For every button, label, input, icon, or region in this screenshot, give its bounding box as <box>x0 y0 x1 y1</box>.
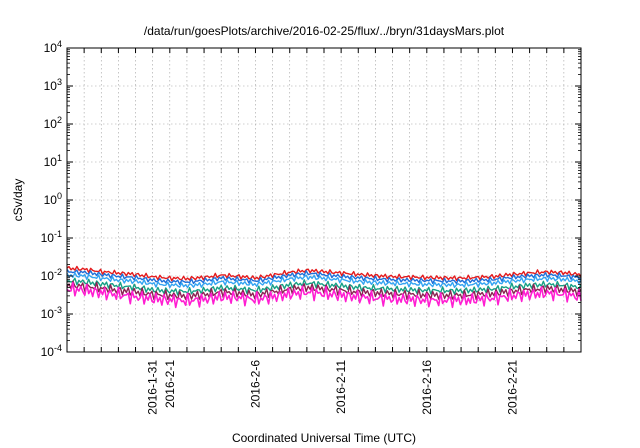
y-tick-base: 10 <box>41 231 55 245</box>
y-tick-base: 10 <box>41 307 55 321</box>
y-tick-label: 103 <box>44 77 62 93</box>
y-tick-base: 10 <box>44 117 58 131</box>
x-tick-label: 2016-2-6 <box>248 360 262 408</box>
y-tick-exponent: 4 <box>57 39 62 49</box>
y-tick-exponent: -3 <box>54 305 62 315</box>
y-tick-label: 10-4 <box>41 343 62 359</box>
series-line-2 <box>66 268 582 285</box>
y-tick-label: 102 <box>44 115 62 131</box>
series-layer <box>66 265 582 309</box>
y-tick-exponent: 1 <box>57 153 62 163</box>
x-tick-label: 2016-1-31 <box>146 360 160 415</box>
y-tick-label: 101 <box>44 153 62 169</box>
y-tick-base: 10 <box>44 41 58 55</box>
y-tick-base: 10 <box>41 345 55 359</box>
y-tick-label: 10-3 <box>41 305 62 321</box>
tick-layer: 10-410-310-210-11001011021031042016-1-31… <box>41 39 581 415</box>
x-tick-label: 2016-2-1 <box>163 360 177 408</box>
y-tick-label: 104 <box>44 39 62 55</box>
y-tick-exponent: 3 <box>57 77 62 87</box>
x-tick-label: 2016-2-11 <box>334 360 348 414</box>
y-tick-base: 10 <box>41 269 55 283</box>
grid-layer <box>67 48 581 352</box>
y-tick-label: 100 <box>44 191 62 207</box>
y-tick-base: 10 <box>44 79 58 93</box>
series-line-4 <box>67 277 582 296</box>
y-tick-base: 10 <box>44 155 58 169</box>
y-tick-exponent: -1 <box>54 229 62 239</box>
x-axis-label: Coordinated Universal Time (UTC) <box>232 431 416 445</box>
y-axis-label: cSv/day <box>11 179 25 222</box>
y-tick-exponent: 0 <box>57 191 62 201</box>
series-line-1 <box>66 265 582 282</box>
series-line-3 <box>66 272 582 289</box>
x-tick-label: 2016-2-16 <box>420 360 434 415</box>
y-tick-exponent: 2 <box>57 115 62 125</box>
x-tick-label: 2016-2-21 <box>505 360 519 415</box>
y-tick-exponent: -4 <box>54 343 62 353</box>
y-tick-label: 10-2 <box>41 267 62 283</box>
series-line-6 <box>66 282 582 309</box>
y-tick-base: 10 <box>44 193 58 207</box>
y-tick-label: 10-1 <box>41 229 62 245</box>
chart-title: /data/run/goesPlots/archive/2016-02-25/f… <box>144 24 505 38</box>
y-tick-exponent: -2 <box>54 267 62 277</box>
